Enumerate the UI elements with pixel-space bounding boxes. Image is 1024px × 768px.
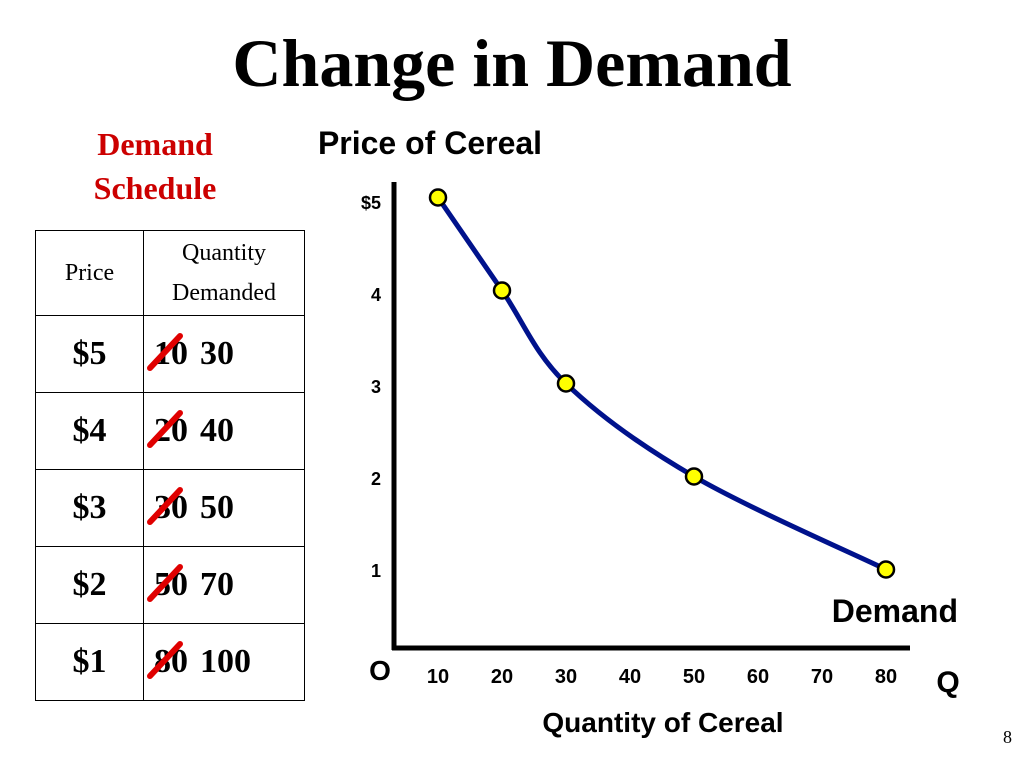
slide-title: Change in Demand: [232, 25, 792, 101]
x-tick-label: 60: [747, 666, 769, 688]
y-tick-label: $5: [361, 193, 381, 213]
demand-schedule-table: Price Quantity Demanded $5 10 30 $4 20 40 …: [35, 230, 305, 701]
quantity-cell: 30 50: [143, 469, 305, 547]
strike-mark-icon: [147, 487, 183, 525]
data-point: [428, 188, 448, 207]
x-tick-label: 80: [875, 666, 897, 688]
y-tick-labels: 1 2 3 4 $5: [361, 193, 381, 581]
origin-label: O: [369, 655, 391, 686]
strike-mark-icon: [147, 333, 183, 371]
new-quantity: 50: [200, 489, 234, 526]
table-row: $1 80 100: [35, 623, 305, 701]
schedule-title-line1: Demand: [97, 126, 213, 162]
strike-mark-icon: [147, 641, 183, 679]
new-quantity: 100: [200, 643, 251, 680]
x-tick-label: 40: [619, 666, 641, 688]
table-header-row: Price Quantity Demanded: [35, 230, 305, 316]
quantity-cell: 20 40: [143, 392, 305, 470]
new-quantity: 70: [200, 566, 234, 603]
data-point: [876, 560, 896, 579]
series-label: Demand: [832, 593, 958, 629]
price-cell: $5: [35, 315, 144, 393]
x-tick-label: 30: [555, 666, 577, 688]
demand-series: [428, 188, 896, 579]
price-cell: $4: [35, 392, 144, 470]
strike-mark-icon: [147, 564, 183, 602]
price-cell: $1: [35, 623, 144, 701]
demand-curve: [435, 196, 888, 572]
table-row: $4 20 40: [35, 392, 305, 470]
y-tick-label: 3: [371, 377, 381, 397]
strike-mark-icon: [147, 410, 183, 448]
header-quantity-line1: Quantity: [182, 240, 266, 266]
x-tick-label: 20: [491, 666, 513, 688]
data-point: [556, 374, 576, 393]
x-axis-title: Quantity of Cereal: [542, 707, 783, 738]
new-quantity: 30: [200, 335, 234, 372]
x-tick-labels: 10 20 30 40 50 60 70 80: [427, 666, 897, 688]
x-tick-label: 10: [427, 666, 449, 688]
table-row: $5 10 30: [35, 315, 305, 393]
y-tick-label: 2: [371, 469, 381, 489]
new-quantity: 40: [200, 412, 234, 449]
table-row: $3 30 50: [35, 469, 305, 547]
quantity-cell: 10 30: [143, 315, 305, 393]
x-axis-end-label: Q: [936, 666, 959, 699]
schedule-title: Demand Schedule: [60, 122, 250, 210]
x-tick-label: 70: [811, 666, 833, 688]
quantity-cell: 50 70: [143, 546, 305, 624]
y-tick-label: 1: [371, 561, 381, 581]
quantity-cell: 80 100: [143, 623, 305, 701]
x-tick-label: 50: [683, 666, 705, 688]
y-tick-label: 4: [371, 285, 381, 305]
chart-title: Price of Cereal: [318, 125, 542, 161]
header-quantity-line2: Demanded: [172, 280, 276, 306]
header-price: Price: [35, 230, 144, 316]
page-number: 8: [1003, 727, 1012, 747]
header-quantity: Quantity Demanded: [143, 230, 305, 316]
schedule-title-line2: Schedule: [93, 170, 217, 206]
data-point: [492, 281, 512, 300]
data-point: [684, 467, 704, 486]
